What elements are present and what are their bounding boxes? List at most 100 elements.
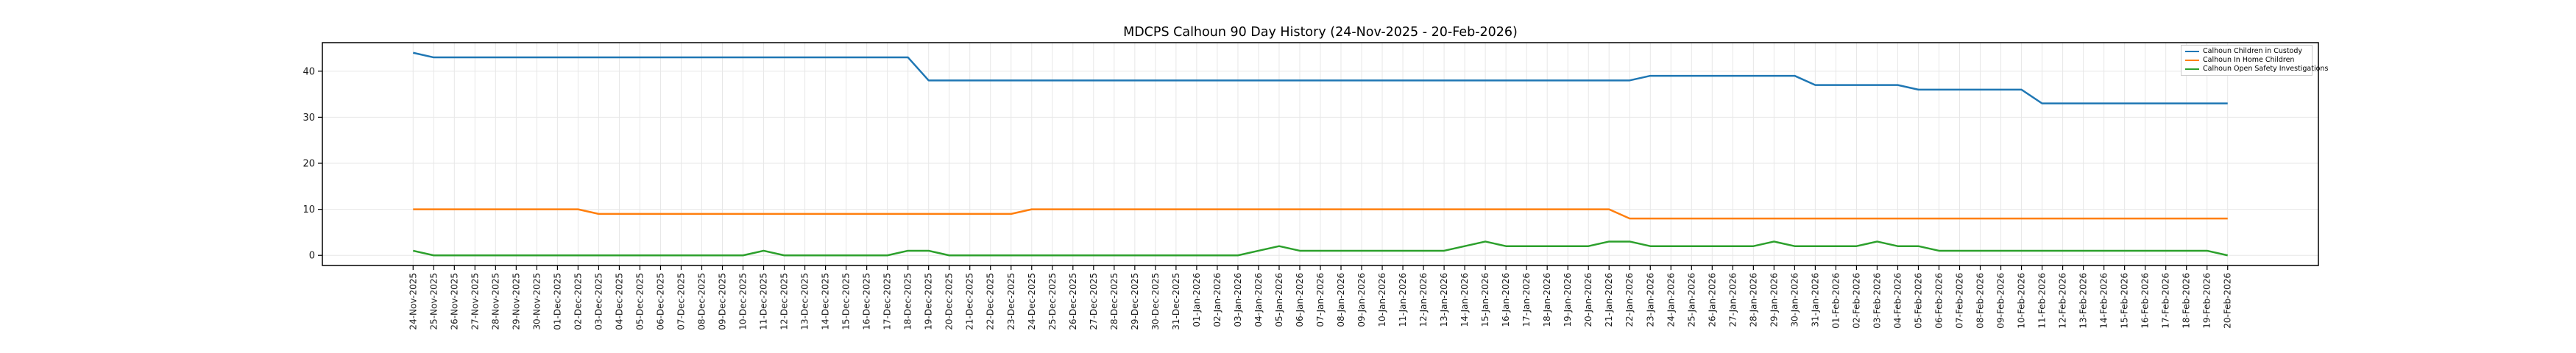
x-tick-label: 10-Dec-2025 [738, 273, 749, 330]
x-tick-label: 16-Dec-2025 [862, 273, 872, 330]
x-tick-label: 29-Nov-2025 [511, 273, 521, 330]
x-tick-label: 19-Dec-2025 [924, 273, 934, 330]
x-tick-label: 05-Jan-2026 [1274, 273, 1284, 327]
x-tick-label: 28-Nov-2025 [490, 273, 500, 330]
x-tick-label: 27-Nov-2025 [470, 273, 480, 330]
x-tick-label: 13-Dec-2025 [800, 273, 810, 330]
x-tick-label: 02-Jan-2026 [1212, 273, 1222, 327]
x-tick-label: 01-Jan-2026 [1192, 273, 1202, 327]
x-tick-label: 01-Feb-2026 [1830, 273, 1841, 329]
x-tick-label: 09-Jan-2026 [1356, 273, 1367, 327]
y-tick-label: 0 [309, 251, 315, 262]
x-tick-label: 12-Feb-2026 [2058, 273, 2068, 329]
x-tick-label: 01-Dec-2025 [552, 273, 562, 330]
y-tick-label: 40 [302, 66, 315, 77]
x-tick-label: 17-Jan-2026 [1521, 273, 1532, 327]
x-tick-label: 13-Feb-2026 [2078, 273, 2089, 329]
legend-item-custody: Calhoun Children in Custody [2185, 48, 2308, 55]
x-tick-label: 20-Dec-2025 [944, 273, 955, 330]
y-tick-label: 30 [302, 113, 315, 124]
x-tick-label: 23-Dec-2025 [1006, 273, 1016, 330]
legend-item-in-home: Calhoun In Home Children [2185, 57, 2308, 64]
series-line-calhoun-open-safety-investigations [413, 240, 2228, 257]
x-tick-label: 11-Jan-2026 [1398, 273, 1408, 327]
x-tick-label: 05-Feb-2026 [1913, 273, 1923, 329]
x-tick-label: 04-Feb-2026 [1892, 273, 1903, 329]
x-tick-label: 27-Jan-2026 [1727, 273, 1738, 327]
x-tick-label: 05-Dec-2025 [634, 273, 645, 330]
x-tick-label: 12-Dec-2025 [779, 273, 790, 330]
legend-line-sample-in-home [2185, 60, 2199, 61]
x-tick-label: 11-Feb-2026 [2037, 273, 2048, 329]
x-tick-label: 27-Dec-2025 [1089, 273, 1099, 330]
x-tick-label: 29-Jan-2026 [1769, 273, 1779, 327]
series-line-calhoun-children-in-custody [413, 51, 2228, 104]
x-tick-label: 09-Dec-2025 [718, 273, 728, 330]
x-tick-label: 24-Jan-2026 [1666, 273, 1676, 327]
x-tick-label: 20-Jan-2026 [1583, 273, 1593, 327]
x-tick-label: 07-Jan-2026 [1315, 273, 1326, 327]
x-tick-label: 07-Dec-2025 [676, 273, 686, 330]
x-tick-label: 17-Dec-2025 [882, 273, 893, 330]
x-tick-label: 28-Jan-2026 [1748, 273, 1758, 327]
x-tick-label: 14-Feb-2026 [2099, 273, 2109, 329]
x-tick-label: 06-Dec-2025 [655, 273, 665, 330]
x-tick-label: 30-Dec-2025 [1150, 273, 1161, 330]
x-tick-label: 08-Jan-2026 [1336, 273, 1346, 327]
x-tick-label: 07-Feb-2026 [1955, 273, 1965, 329]
legend-label-investigations: Calhoun Open Safety Investigations [2203, 65, 2329, 74]
x-tick-label: 10-Feb-2026 [2017, 273, 2027, 329]
x-tick-label: 23-Jan-2026 [1645, 273, 1655, 327]
x-tick-label: 08-Feb-2026 [1975, 273, 1986, 329]
legend-item-investigations: Calhoun Open Safety Investigations [2185, 65, 2328, 73]
x-tick-label: 11-Dec-2025 [759, 273, 769, 330]
x-tick-label: 26-Nov-2025 [449, 273, 459, 330]
x-tick-label: 04-Dec-2025 [614, 273, 624, 330]
x-tick-label: 12-Jan-2026 [1418, 273, 1429, 327]
x-tick-label: 10-Jan-2026 [1377, 273, 1387, 327]
x-tick-label: 15-Jan-2026 [1480, 273, 1490, 327]
legend: Calhoun Children in Custody Calhoun In H… [2181, 45, 2328, 76]
x-tick-label: 14-Jan-2026 [1459, 273, 1470, 327]
x-tick-label: 17-Feb-2026 [2161, 273, 2171, 329]
x-tick-label: 08-Dec-2025 [697, 273, 707, 330]
chart-title: MDCPS Calhoun 90 Day History (24-Nov-202… [1123, 25, 1518, 40]
x-tick-label: 16-Feb-2026 [2140, 273, 2151, 329]
legend-label-custody: Calhoun Children in Custody [2203, 47, 2303, 56]
x-tick-label: 25-Dec-2025 [1047, 273, 1058, 330]
x-tick-label: 03-Feb-2026 [1872, 273, 1882, 329]
legend-line-sample-custody [2185, 51, 2199, 52]
x-tick-label: 29-Dec-2025 [1130, 273, 1140, 330]
x-tick-label: 15-Feb-2026 [2120, 273, 2130, 329]
x-tick-label: 03-Dec-2025 [593, 273, 604, 330]
x-tick-label: 24-Dec-2025 [1027, 273, 1037, 330]
x-tick-label: 14-Dec-2025 [821, 273, 831, 330]
series-line-calhoun-in-home-children [413, 208, 2228, 220]
x-tick-label: 25-Jan-2026 [1686, 273, 1696, 327]
x-tick-label: 28-Dec-2025 [1109, 273, 1119, 330]
x-tick-label: 18-Jan-2026 [1542, 273, 1552, 327]
x-tick-label: 22-Dec-2025 [986, 273, 996, 330]
x-tick-label: 31-Dec-2025 [1171, 273, 1181, 330]
legend-label-in-home: Calhoun In Home Children [2203, 56, 2295, 65]
x-tick-label: 20-Feb-2026 [2223, 273, 2233, 329]
x-tick-label: 09-Feb-2026 [1996, 273, 2006, 329]
x-tick-label: 25-Nov-2025 [428, 273, 439, 330]
x-tick-label: 24-Nov-2025 [408, 273, 418, 330]
x-tick-label: 31-Jan-2026 [1810, 273, 1820, 327]
y-tick-label: 20 [302, 159, 315, 170]
x-tick-label: 13-Jan-2026 [1439, 273, 1449, 327]
x-tick-label: 18-Feb-2026 [2182, 273, 2192, 329]
x-tick-label: 16-Jan-2026 [1501, 273, 1511, 327]
x-tick-label: 04-Jan-2026 [1253, 273, 1264, 327]
x-tick-label: 02-Dec-2025 [573, 273, 583, 330]
x-tick-label: 30-Nov-2025 [531, 273, 542, 330]
x-tick-label: 06-Feb-2026 [1933, 273, 1944, 329]
x-tick-label: 18-Dec-2025 [903, 273, 913, 330]
x-tick-label: 02-Feb-2026 [1851, 273, 1861, 329]
x-tick-label: 03-Jan-2026 [1233, 273, 1243, 327]
x-tick-label: 19-Feb-2026 [2202, 273, 2212, 329]
x-tick-label: 21-Dec-2025 [965, 273, 975, 330]
